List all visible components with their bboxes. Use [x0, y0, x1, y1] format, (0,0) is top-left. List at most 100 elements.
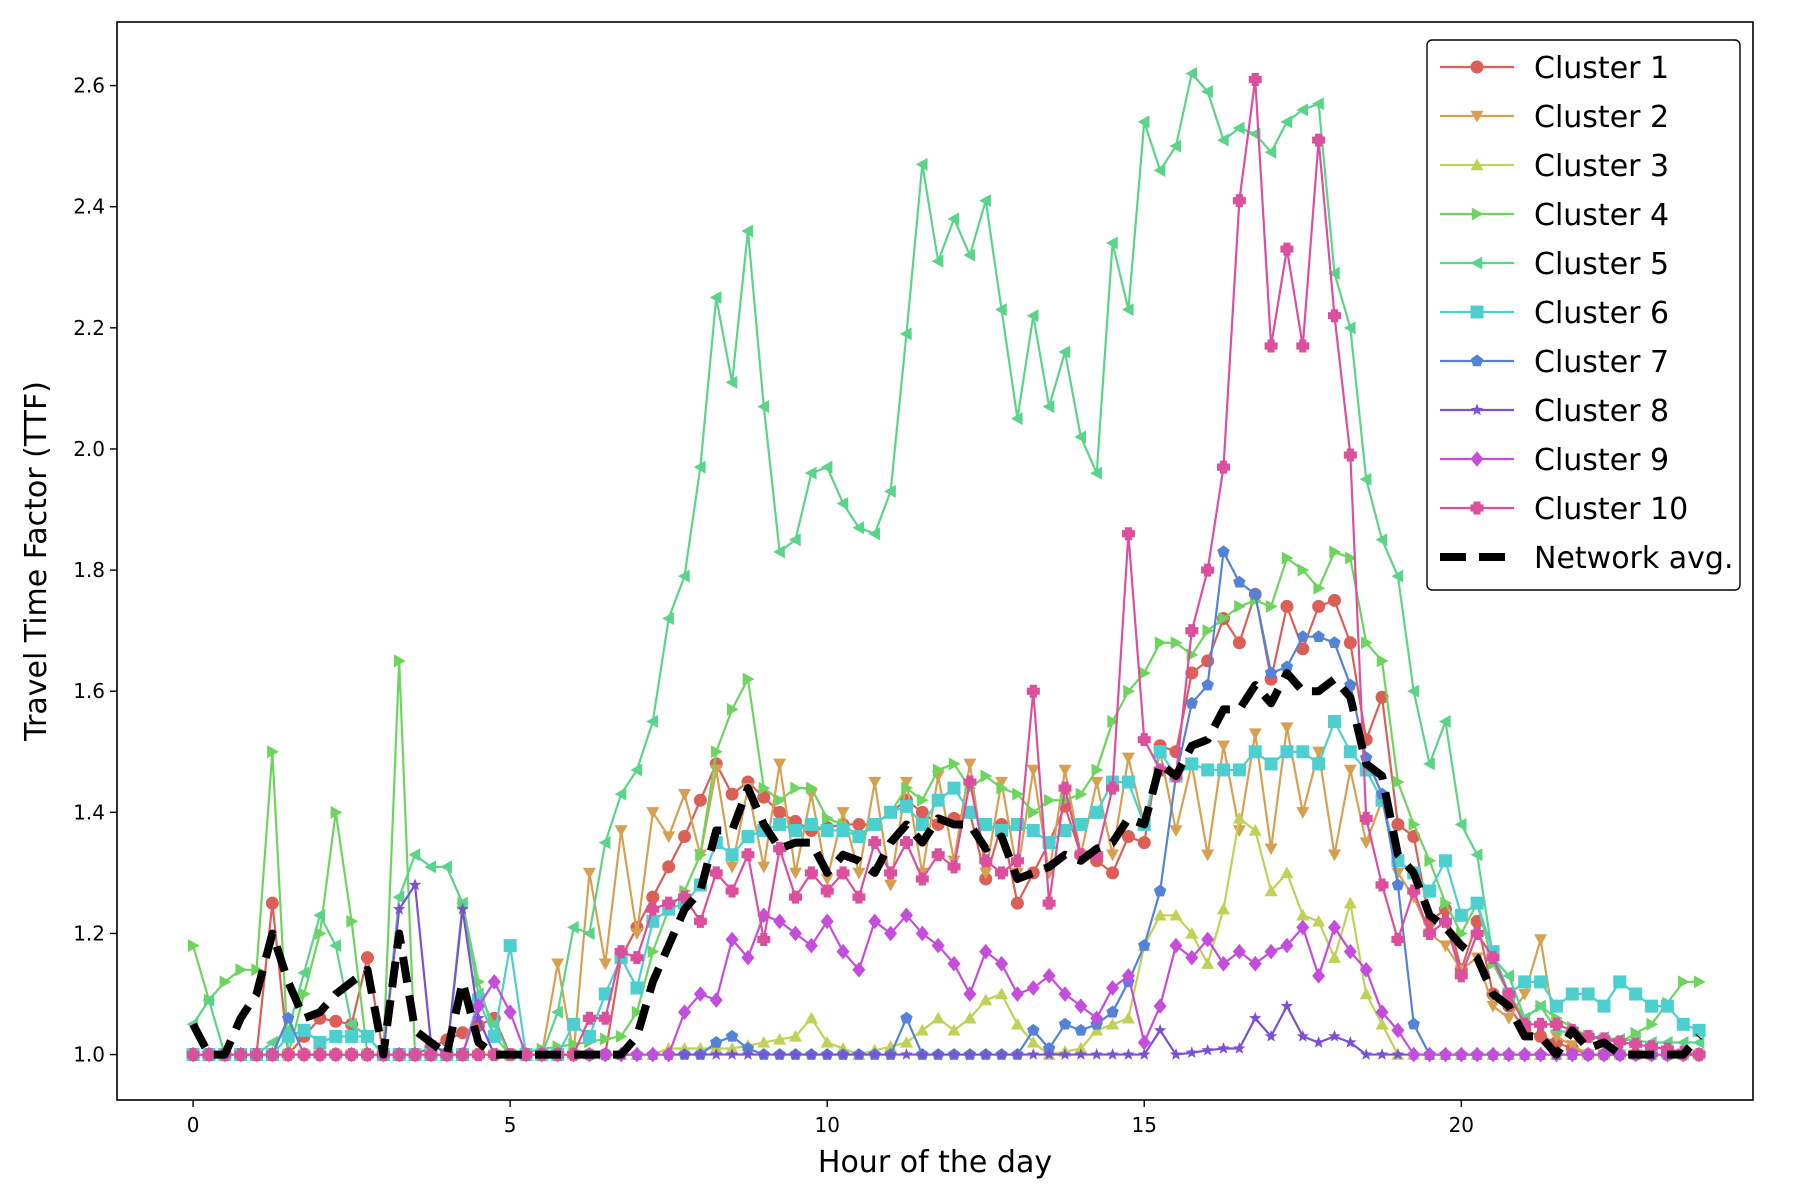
data-point [1075, 787, 1088, 801]
data-point [662, 612, 674, 626]
data-point [804, 866, 818, 880]
data-point [1026, 309, 1039, 323]
data-point [1026, 980, 1040, 996]
data-point [1327, 849, 1341, 862]
data-point [1185, 757, 1199, 771]
data-point [329, 1029, 343, 1043]
data-point [1058, 764, 1072, 777]
data-point [471, 1048, 485, 1062]
data-point [788, 1029, 802, 1042]
data-point [1074, 430, 1087, 444]
data-point [1375, 533, 1388, 547]
data-point [440, 860, 452, 874]
data-point [741, 949, 755, 966]
data-point [1391, 878, 1405, 891]
data-point [1343, 896, 1357, 909]
data-point [392, 902, 406, 915]
data-point [1027, 1023, 1040, 1036]
data-point [1313, 581, 1326, 595]
legend-marker [1470, 305, 1484, 319]
x-tick-label: 15 [1132, 1113, 1157, 1137]
data-point [1438, 1046, 1452, 1063]
data-point [1074, 817, 1088, 831]
data-point [694, 1048, 707, 1060]
data-point [773, 1048, 786, 1060]
legend-item: Cluster 2 [1440, 100, 1669, 135]
data-point [1169, 908, 1183, 921]
data-point [995, 303, 1007, 317]
data-point [963, 248, 976, 262]
data-point [932, 763, 945, 777]
data-point [773, 913, 787, 930]
data-point [1549, 1017, 1563, 1031]
legend-item: Cluster 8 [1440, 394, 1669, 429]
data-point [1026, 1035, 1040, 1048]
data-point [773, 805, 787, 819]
data-point [1327, 919, 1341, 936]
legend-marker [1470, 60, 1484, 74]
data-point [822, 811, 834, 825]
data-point [1121, 775, 1135, 789]
data-point [630, 763, 643, 777]
data-point [187, 939, 200, 953]
data-point [1613, 975, 1627, 989]
data-point [916, 1048, 929, 1060]
data-point [646, 807, 660, 819]
data-point [1312, 630, 1325, 642]
data-point [1107, 714, 1120, 728]
data-point [1280, 722, 1294, 735]
data-point [487, 1029, 501, 1043]
data-point [804, 466, 817, 480]
data-point [360, 951, 374, 965]
data-point [1153, 1023, 1167, 1036]
data-point [1454, 969, 1468, 983]
data-point [757, 861, 771, 874]
data-point [979, 1048, 992, 1060]
data-point [901, 781, 913, 795]
data-point [265, 1048, 279, 1062]
data-point [1692, 1048, 1706, 1062]
plot-lines [186, 66, 1706, 1063]
data-point [1264, 1029, 1278, 1042]
data-point [1375, 878, 1389, 892]
data-point [1343, 764, 1357, 777]
data-point [1281, 551, 1294, 565]
series-line [189, 669, 1703, 1059]
data-point [1201, 85, 1213, 99]
data-point [963, 986, 977, 1002]
data-point [297, 1023, 311, 1037]
data-point [788, 890, 802, 904]
series-11 [189, 669, 1703, 1059]
data-point [1454, 908, 1468, 922]
data-point [1137, 836, 1151, 850]
data-point [1534, 975, 1548, 989]
data-point [709, 866, 723, 880]
data-point [519, 1048, 533, 1062]
data-point [1217, 545, 1230, 558]
legend-marker [1470, 354, 1484, 367]
data-point [725, 861, 739, 874]
data-point [1265, 599, 1278, 613]
data-point [1645, 999, 1659, 1013]
data-point [1248, 955, 1262, 972]
data-point [868, 527, 880, 541]
legend-label: Cluster 8 [1534, 394, 1669, 429]
legend-item: Cluster 9 [1440, 443, 1669, 478]
x-axis: 0 5 10 15 20 [187, 1100, 1474, 1137]
data-point [614, 787, 627, 801]
data-point [424, 860, 437, 874]
data-point [1153, 998, 1167, 1014]
data-point [678, 1048, 691, 1060]
legend-label: Cluster 1 [1534, 51, 1669, 86]
data-point [313, 1035, 327, 1049]
data-point [868, 836, 882, 850]
data-point [1502, 1046, 1516, 1063]
data-point [1280, 937, 1294, 954]
y-axis-title: Travel Time Factor (TTF) [19, 381, 54, 742]
data-point [1137, 733, 1151, 747]
data-point [314, 926, 327, 940]
data-point [788, 533, 801, 547]
data-point [741, 848, 755, 862]
data-point [1692, 1023, 1706, 1037]
data-point [804, 817, 818, 831]
